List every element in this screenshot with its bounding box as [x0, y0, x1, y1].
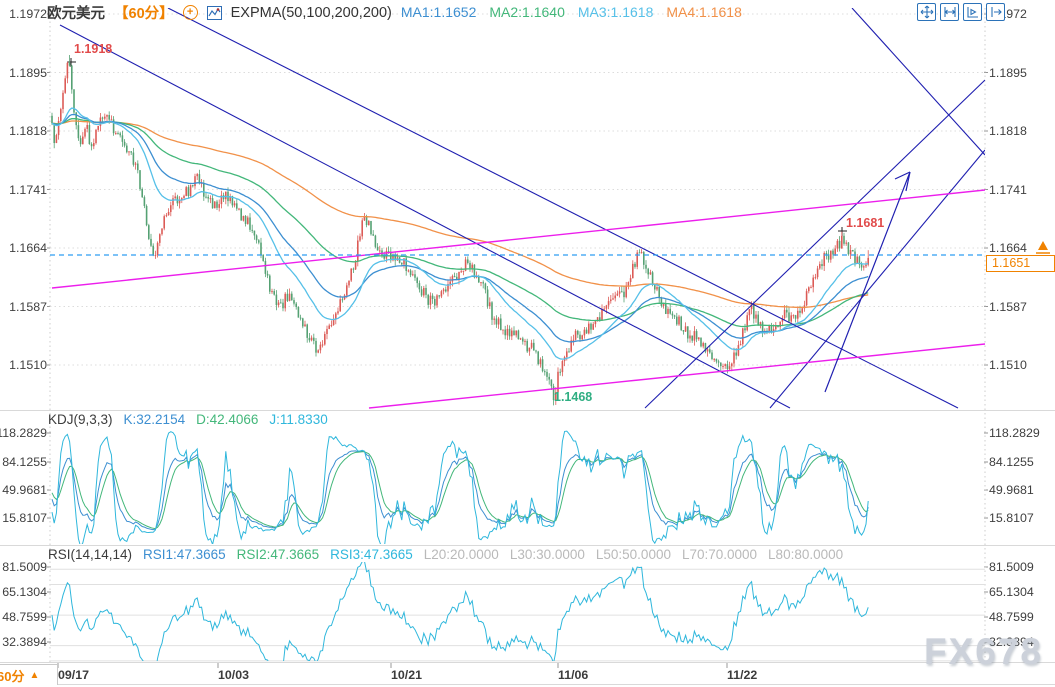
axis-label: 32.3894 [2, 635, 47, 649]
jump-latest-icon[interactable] [986, 3, 1005, 21]
price-annotation: 1.1681 [846, 216, 885, 230]
current-price-value: 1.1651 [992, 256, 1031, 270]
axis-label: 81.5009 [2, 560, 47, 574]
ma3-value: MA3:1.1618 [577, 4, 654, 20]
kdj-j-value: J:11.8330 [269, 412, 328, 427]
axis-label: 1.1895 [9, 65, 47, 80]
date-label: 09/17 [58, 668, 90, 682]
date-label: 10/03 [218, 668, 250, 682]
axis-label: 32.3894 [989, 635, 1034, 649]
date-label: 11/06 [558, 668, 589, 682]
rsi1-value: RSI1:47.3665 [143, 547, 226, 562]
view-toolbar [917, 3, 1005, 21]
axis-label: 1.1664 [9, 241, 47, 255]
ma4-value: MA4:1.1618 [666, 4, 742, 20]
axis-label: 65.1304 [2, 585, 47, 599]
axis-label: 84.1255 [2, 455, 47, 469]
date-label: 11/22 [727, 668, 758, 682]
pan-view-icon[interactable] [917, 3, 936, 21]
l50-level: L50:50.0000 [595, 547, 671, 562]
current-price-box: 1.1651 [986, 255, 1055, 272]
l20-level: L20:20.0000 [423, 547, 499, 562]
ma2-value: MA2:1.1640 [489, 4, 565, 20]
axis-label: 84.1255 [989, 455, 1034, 469]
rsi-header: RSI(14,14,14) RSI1:47.3665 RSI2:47.3665 RSI… [48, 547, 854, 562]
axis-label: 15.8107 [2, 511, 47, 525]
axis-label: 65.1304 [989, 585, 1034, 599]
ma-values: MA1:1.1652 MA2:1.1640 MA3:1.1618 MA4:1.1618 [401, 4, 755, 21]
axis-label: 1.1664 [989, 241, 1027, 255]
axis-label: 1.1972 [9, 7, 47, 21]
kdj-k-value: K:32.2154 [123, 412, 186, 427]
price-annotation: 1.1468 [554, 390, 593, 404]
kdj-title: KDJ(9,3,3) [48, 412, 113, 427]
axis-label: 1.1741 [9, 182, 47, 197]
chart-header: 欧元美元 【60分】 + EXPMA(50,100,200,200) MA1:1… [47, 2, 755, 23]
axis-label: 1.1741 [989, 182, 1027, 197]
axis-label: 1.1818 [9, 124, 47, 138]
rsi2-value: RSI2:47.3665 [236, 547, 320, 562]
axis-label: 1.1895 [989, 65, 1027, 80]
watermark: FX678 [924, 631, 1044, 672]
indicator-name: EXPMA(50,100,200,200) [230, 4, 392, 21]
add-indicator-icon[interactable]: + [182, 5, 198, 20]
axis-label: 49.9681 [989, 483, 1034, 497]
axis-label: 1.1818 [989, 124, 1027, 138]
axis-label: 1.1587 [989, 299, 1027, 314]
axis-label: 1.1510 [989, 358, 1027, 372]
axis-label: 48.7599 [2, 610, 47, 624]
price-annotation: 1.1918 [74, 42, 113, 56]
l70-level: L70:70.0000 [681, 547, 758, 562]
date-label: 10/21 [391, 668, 423, 682]
l80-level: L80:80.0000 [768, 547, 844, 562]
kdj-header: KDJ(9,3,3) K:32.2154 D:42.4066 J:11.8330 [48, 412, 339, 427]
play-forward-icon[interactable] [963, 3, 982, 21]
indicator-chart-icon[interactable] [206, 5, 222, 20]
rsi3-value: RSI3:47.3665 [330, 547, 413, 562]
axis-label: 15.8107 [989, 511, 1034, 525]
axis-label: 118.2829 [989, 426, 1040, 440]
rsi-title: RSI(14,14,14) [48, 547, 133, 562]
fit-range-icon[interactable] [940, 3, 959, 21]
interval-selector-label: 60分 [0, 668, 25, 684]
axis-label: 1.1510 [9, 358, 47, 372]
kdj-d-value: D:42.4066 [196, 412, 259, 427]
interval-tag: 【60分】 [114, 6, 174, 22]
axis-label: 118.2829 [0, 426, 47, 440]
interval-selector[interactable]: 60分 ▲ [0, 664, 58, 685]
axis-label: 1.1587 [9, 299, 47, 314]
axis-label: 81.5009 [989, 560, 1034, 574]
axis-label: 49.9681 [2, 483, 47, 497]
dropdown-arrow-icon: ▲ [29, 669, 40, 681]
ma1-value: MA1:1.1652 [400, 4, 477, 20]
instrument-name: 欧元美元 [47, 6, 105, 22]
axis-label: 48.7599 [989, 610, 1034, 624]
l30-level: L30:30.0000 [509, 547, 585, 562]
